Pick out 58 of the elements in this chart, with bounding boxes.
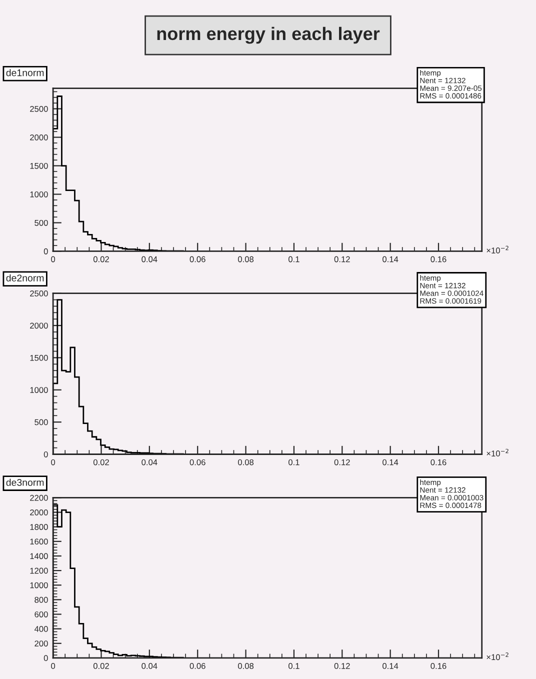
chart-title: de3norm (6, 478, 44, 486)
x-tick-label: 0 (51, 256, 56, 262)
y-tick-label: 1000 (30, 387, 48, 393)
x-tick-label: 0 (51, 663, 56, 669)
x-tick-label: 0.14 (382, 663, 398, 669)
chart-title: de2norm (6, 274, 44, 282)
x-tick-label: 0 (51, 459, 56, 466)
x-tick-label: 0.1 (288, 459, 300, 466)
y-tick-label: 1000 (30, 191, 48, 198)
text: ×10$^{−2}$ (486, 652, 508, 660)
y-tick-label: 1600 (30, 538, 48, 545)
y-tick-label: 0 (44, 451, 48, 458)
x-tick-label: 0.02 (93, 256, 109, 262)
x-tick-label: 0.16 (430, 663, 446, 669)
x-tick-label: 0.16 (430, 256, 446, 262)
x-tick-label: 0.12 (334, 256, 350, 262)
x-tick-label: 0.1 (288, 256, 300, 262)
y-tick-label: 200 (34, 640, 48, 646)
text: norm energy in each layer (157, 26, 380, 44)
y-tick-label: 2200 (30, 494, 48, 501)
chart-title: de1norm (6, 69, 44, 76)
y-tick-label: 500 (34, 419, 48, 426)
text: ×10$^{−2}$ (486, 448, 508, 456)
x-tick-label: 0.04 (142, 663, 158, 669)
x-tick-label: 0.1 (288, 663, 300, 669)
y-tick-label: 800 (34, 596, 48, 603)
y-tick-label: 1500 (30, 162, 48, 169)
x-tick-label: 0.02 (93, 459, 109, 466)
x-tick-label: 0.02 (93, 663, 109, 669)
x-tick-label: 0.08 (238, 256, 254, 262)
y-tick-label: 2000 (30, 322, 48, 329)
y-tick-label: 0 (44, 248, 48, 254)
y-tick-label: 2000 (30, 509, 48, 516)
y-tick-label: 400 (34, 626, 48, 632)
x-tick-label: 0.06 (190, 459, 206, 466)
y-tick-label: 0 (44, 655, 48, 662)
y-tick-label: 1500 (30, 354, 48, 361)
x-tick-label: 0.08 (238, 459, 254, 466)
y-tick-label: 1400 (30, 553, 48, 560)
x-tick-label: 0.12 (334, 663, 350, 669)
y-tick-label: 1000 (30, 582, 48, 588)
x-tick-label: 0.16 (430, 459, 446, 466)
y-tick-label: 600 (34, 611, 48, 618)
y-tick-label: 500 (34, 220, 48, 226)
y-tick-label: 1200 (30, 568, 48, 574)
x-tick-label: 0.04 (142, 459, 158, 466)
x-tick-label: 0.12 (334, 459, 350, 466)
x-tick-label: 0.04 (142, 256, 158, 262)
x-tick-label: 0.08 (238, 663, 254, 669)
y-tick-label: 2000 (30, 134, 48, 140)
y-tick-label: 1800 (30, 524, 48, 530)
x-tick-label: 0.14 (382, 459, 398, 466)
x-tick-label: 0.06 (190, 663, 206, 669)
x-tick-label: 0.14 (382, 256, 398, 262)
y-tick-label: 2500 (30, 290, 48, 296)
x-tick-label: 0.06 (190, 256, 206, 262)
y-tick-label: 2500 (30, 106, 48, 112)
text: ×10$^{−2}$ (486, 246, 508, 254)
